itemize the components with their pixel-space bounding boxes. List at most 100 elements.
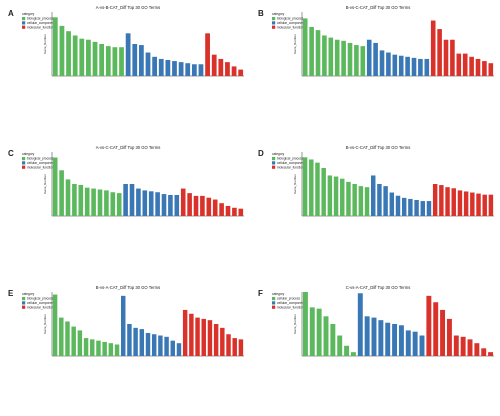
bar [327, 175, 333, 216]
bar [232, 338, 237, 356]
legend-title: category [22, 152, 35, 156]
bar [467, 339, 473, 356]
y-axis-label: Gene_Number [293, 174, 297, 194]
bar [426, 295, 432, 356]
bar [133, 327, 138, 356]
legend-swatch [272, 157, 276, 161]
legend: categorybiological_processcellular_compo… [272, 12, 305, 29]
panel-letter: C [8, 149, 14, 158]
bar [412, 331, 418, 356]
legend-label: cellular_component [27, 301, 55, 305]
bar [456, 53, 462, 76]
bar [193, 195, 199, 216]
bar [66, 31, 71, 76]
bar [411, 57, 417, 76]
legend-swatch [22, 157, 26, 161]
bar [212, 199, 218, 216]
bar [398, 55, 404, 76]
bar [168, 194, 173, 216]
panel-letter: E [8, 289, 14, 298]
bar [364, 316, 370, 356]
chart-panel-b: B B-vs-C-CAT_Diff Top 30 GO Terms Gene_Num… [258, 5, 494, 77]
bar [433, 302, 439, 356]
legend-label: biological_process [27, 157, 54, 161]
bar [71, 326, 76, 356]
bar [470, 192, 475, 216]
legend-label: molecular_function [27, 25, 54, 29]
legend-swatch [272, 305, 276, 309]
legend-label: biological_process [277, 17, 304, 21]
bar [309, 26, 314, 76]
legend-label: molecular_function [277, 305, 304, 309]
bar [424, 58, 430, 76]
bar [200, 195, 205, 216]
bar [408, 198, 413, 216]
bar [462, 53, 468, 76]
bar [315, 162, 320, 216]
bar [86, 39, 91, 76]
bar [174, 194, 180, 216]
bar [78, 184, 84, 216]
bar [176, 343, 182, 356]
bar [105, 46, 111, 76]
panel-letter: B [258, 9, 264, 18]
bar [187, 193, 192, 216]
legend-swatch [272, 165, 276, 169]
bar [139, 329, 145, 356]
bar [398, 325, 404, 356]
bar [165, 60, 171, 76]
bar [145, 52, 151, 76]
bar [180, 188, 186, 216]
bar [333, 176, 339, 216]
bar [377, 184, 382, 216]
bar [59, 25, 65, 76]
bar [432, 184, 438, 216]
bar [232, 207, 237, 216]
bar [161, 194, 167, 216]
bar [172, 61, 177, 76]
bar [330, 324, 336, 356]
legend-label: molecular_function [27, 305, 54, 309]
bar [189, 313, 194, 356]
bar [238, 208, 244, 216]
bar [420, 201, 425, 216]
bar [488, 63, 494, 76]
bar [129, 184, 135, 216]
bar [52, 157, 58, 216]
bar [315, 30, 321, 77]
bar [52, 294, 58, 356]
y-axis-label: Gene_Number [43, 314, 47, 334]
bar [302, 292, 308, 356]
bar [474, 343, 480, 356]
chart-panel-f: F C-vs-A-CAT_Diff Top 30 GO Terms Gene_Num… [258, 285, 494, 357]
bar [457, 190, 463, 216]
bar [439, 185, 444, 216]
bar [481, 348, 487, 356]
bar [358, 186, 364, 216]
bar [205, 33, 210, 76]
bar [392, 54, 398, 76]
legend-title: category [22, 292, 35, 296]
panel-letter: A [8, 9, 14, 18]
legend-swatch [272, 297, 276, 301]
bar [104, 190, 109, 216]
chart-title: B-vs-C-CAT_Diff Top 30 GO Terms [346, 5, 411, 10]
bar [392, 324, 398, 356]
bar [386, 52, 391, 76]
legend-label: biological_process [27, 297, 54, 301]
bar [219, 203, 224, 216]
chart-panel-e: E B-vs-A-CAT_Diff Top 30 GO Terms Gene_Num… [8, 285, 244, 357]
legend: categorybiological_processcellular_compo… [22, 12, 55, 29]
chart-panel-a: A A-vs-B-CAT_Diff Top 30 GO Terms Gene_Num… [8, 5, 244, 77]
bar [213, 324, 219, 356]
bar [91, 188, 96, 216]
bar [482, 194, 487, 216]
bar [450, 39, 455, 76]
bar [383, 186, 388, 216]
bar [218, 58, 224, 76]
legend-label: cellular_component [277, 161, 305, 165]
bar [238, 69, 244, 76]
bar [371, 317, 377, 356]
bar [191, 64, 197, 76]
bar [155, 192, 160, 216]
